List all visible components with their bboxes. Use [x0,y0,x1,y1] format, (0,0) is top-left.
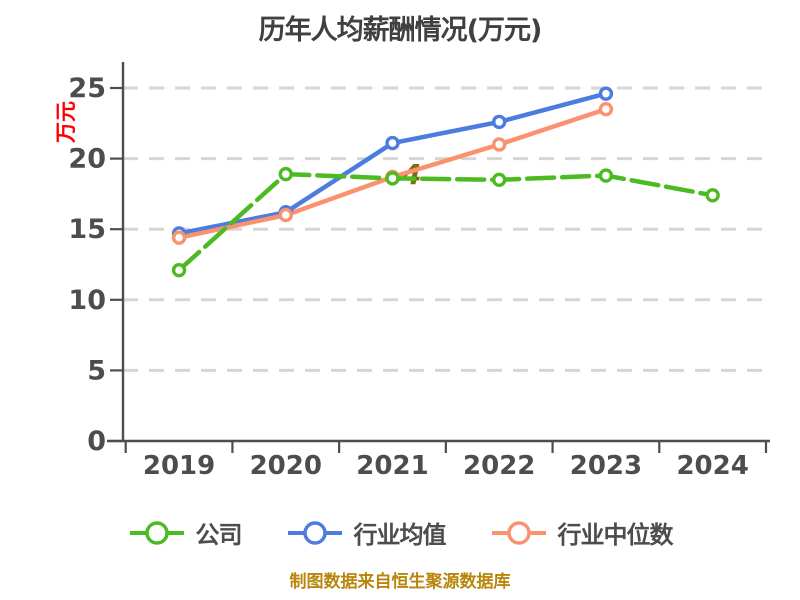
legend-item-industry-average: 行业均值 [286,515,447,550]
legend-item-industry-median: 行业中位数 [490,515,674,550]
svg-text:25: 25 [68,73,106,104]
svg-text:5: 5 [87,355,106,386]
chart-title: 历年人均薪酬情况(万元) [258,15,543,46]
gridlines [123,86,766,372]
industry-average-series-marker-icon [287,520,342,545]
svg-text:15: 15 [68,214,106,245]
legend-label-company: 公司 [195,521,243,549]
svg-text:2019: 2019 [143,451,215,481]
series-markers-0 [171,166,720,278]
data-source-note: 制图数据来自恒生聚源数据库 [289,572,511,592]
series-line-0 [176,171,715,273]
svg-text:2023: 2023 [570,451,642,481]
industry-median-series-marker-icon [491,520,546,545]
svg-text:2024: 2024 [676,451,748,481]
svg-text:20: 20 [68,144,106,175]
axes: 0 5 10 15 20 25 2019 2020 2021 2022 2023 2024 [68,62,770,481]
legend: 公司 行业均值 行业中位数 [0,515,800,550]
svg-text:2020: 2020 [250,451,322,481]
company-series-marker-icon [129,520,184,545]
legend-label-industry-median: 行业中位数 [557,521,674,549]
svg-text:0: 0 [87,426,106,457]
svg-text:2022: 2022 [463,451,535,481]
legend-item-company: 公司 [128,515,243,550]
stray-label-artifact: 4 [402,158,422,191]
svg-text:2021: 2021 [356,451,428,481]
svg-text:10: 10 [68,285,106,316]
series-markers-2 [171,101,614,245]
legend-label-industry-average: 行业均值 [353,521,447,549]
